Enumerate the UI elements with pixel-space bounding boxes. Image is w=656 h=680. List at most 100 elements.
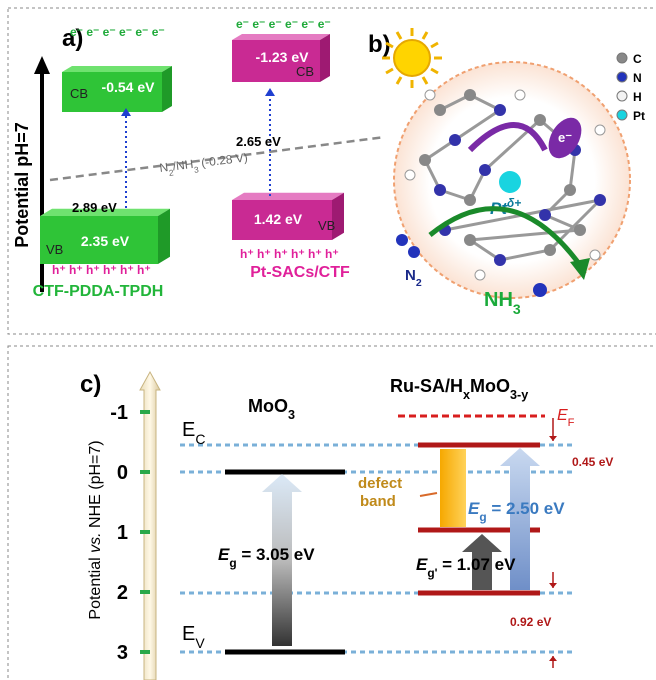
ev-label-part: V [195,635,205,651]
cb-label: CB [296,64,314,79]
defect-label-part: defect [358,475,402,492]
n-atom [396,234,408,246]
electron-label: e⁻ [558,130,572,145]
material-name: CTF-PDDA-TPDH [33,283,164,300]
legend-dot [617,91,627,101]
band-gap: 2.89 eV [72,200,117,215]
excitation-arrowhead [265,88,275,96]
vb-label: VB [318,218,335,233]
h-atom [405,170,415,180]
sun-ray [397,77,401,84]
reference-label-part: (-0.28 V) [197,150,248,170]
holes: h⁺ h⁺ h⁺ h⁺ h⁺ h⁺ [52,263,151,277]
figure: a)Potential pH=7N2/NH3 (-0.28 V)e⁻ e⁻ e⁻… [0,0,656,680]
legend-label: C [633,52,642,66]
holes: h⁺ h⁺ h⁺ h⁺ h⁺ h⁺ [240,247,339,261]
block-top [62,66,172,72]
fermi-label-part: E [557,407,568,424]
sun-ray [386,69,393,73]
right-title-part: MoO [470,376,510,396]
defect-pointer [420,493,437,496]
atom [544,244,556,256]
tick-label: 2 [117,582,128,604]
axis-label-part: Potential [87,553,104,620]
offset-arrowhead [549,583,557,588]
band-gap: 2.65 eV [236,134,281,149]
offset-arrowhead [549,656,557,661]
tick-label: 0 [117,462,128,484]
n-atom [533,283,547,297]
gap-label: Eg = 3.05 eV [218,545,315,570]
atom [419,154,431,166]
atom [534,114,546,126]
h-atom [590,250,600,260]
vb-value: 2.35 eV [81,233,130,249]
n2-label-part: 2 [416,277,422,289]
legend-dot [617,72,627,82]
vb-label: VB [46,242,63,257]
defect-band [440,449,466,527]
gap-label-part: g' [427,566,437,580]
ev-label: EV [182,623,205,651]
gap-label-part: E [468,499,480,518]
left-title-part: 3 [288,408,295,422]
gap-label: Eg' = 1.07 eV [416,555,516,580]
nh3-label-part: NH [484,289,513,311]
legend-dot [617,53,627,63]
reference-label: N2/NH3 (-0.28 V) [159,150,249,179]
cb-label: CB [70,86,88,101]
sun-ray [423,32,427,39]
right-title-part: Ru-SA/H [390,376,463,396]
h-atom [475,270,485,280]
block-side [320,34,330,82]
left-title-part: MoO [248,396,288,416]
fermi-label-part: F [568,417,575,429]
reference-label-part: /NH [172,157,194,173]
atom [574,224,586,236]
block-side [158,209,170,264]
axis-label: Potential pH=7 [12,122,32,248]
legend-dot [617,110,627,120]
block-side [162,66,172,112]
axis-label: Potential vs. NHE (pH=7) [87,440,104,619]
pt-atom [499,171,521,193]
sun-ray [397,32,401,39]
fermi-label: EF [557,407,575,429]
gap-label-part: g [229,556,236,570]
atom [494,254,506,266]
atom [464,194,476,206]
electrons: e⁻ e⁻ e⁻ e⁻ e⁻ e⁻ [236,17,331,31]
atom [449,134,461,146]
right-title-part: 3-y [510,388,528,402]
panel-label: c) [80,371,101,398]
atom [564,184,576,196]
right-title: Ru-SA/HxMoO3-y [390,376,528,402]
n2-label-part: N [405,267,416,284]
material-name: Pt-SACs/CTF [250,264,350,281]
n-atom [408,246,420,258]
sun-ray [423,77,427,84]
h-atom [515,90,525,100]
legend-label: Pt [633,109,645,123]
gap-label-part: E [416,555,428,574]
offset-arrowhead [549,436,557,441]
sun-ray [431,69,438,73]
cb-value: -0.54 eV [102,79,156,95]
offset-label: 0.92 eV [510,615,551,629]
gap-label-part: = 3.05 eV [237,545,316,564]
gap-label-part: = 1.07 eV [437,555,516,574]
atom [494,104,506,116]
vb-value: 1.42 eV [254,211,303,227]
tick-label: 1 [117,522,128,544]
atom [434,184,446,196]
atom [539,209,551,221]
axis-label-part: NHE (pH=7) [87,440,104,532]
tick-label: 3 [117,642,128,664]
block-top [232,34,330,40]
offset-label: 0.45 eV [572,455,613,469]
legend-label: N [633,71,642,85]
gap-label-part: g [479,510,486,524]
ec-label-part: E [182,419,195,441]
atom [464,234,476,246]
sun [394,40,430,76]
